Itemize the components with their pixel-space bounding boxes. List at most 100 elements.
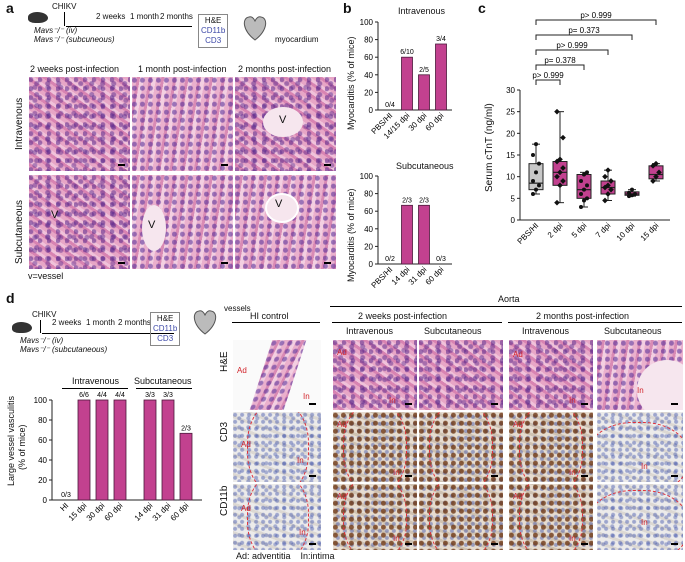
y-tick-label: 20: [506, 129, 515, 138]
vessel-footnote: v=vessel: [28, 271, 64, 281]
data-point: [531, 179, 535, 183]
adventitia-label: Ad: [337, 348, 347, 357]
scale-bar: [324, 262, 331, 264]
y-tick-label: 80: [38, 416, 47, 425]
bar: [418, 204, 430, 265]
adventitia-label: Ad: [513, 420, 523, 429]
group-sc-label: Subcutaneous: [134, 376, 192, 386]
x-tick-label: 15 dpi: [67, 501, 89, 523]
comparison-bracket: [535, 64, 585, 70]
y-tick-label: 0: [369, 260, 374, 269]
data-point: [602, 173, 608, 180]
panel-a-label: a: [6, 0, 14, 16]
y-tick-label: 60: [38, 436, 47, 445]
micrograph-sc-1month: V: [131, 174, 234, 270]
group-iv-label: Intravenous: [72, 376, 120, 386]
chart-b1-ylabel: Myocarditis (% of mice): [346, 36, 356, 130]
group-iv-line: [62, 388, 128, 389]
y-tick-label: 40: [364, 225, 373, 234]
y-tick-label: 40: [364, 71, 373, 80]
vessel-lumen: [265, 193, 299, 223]
col-group-2months: 2 months post-infection: [536, 311, 630, 321]
data-point: [560, 165, 566, 171]
micrograph-sc-2weeks: V: [28, 174, 131, 270]
data-point: [605, 182, 611, 189]
x-tick-label: 10 dpi: [615, 221, 637, 243]
data-point: [582, 187, 586, 192]
data-point: [557, 156, 563, 163]
intima-label: In: [569, 534, 576, 543]
data-point: [630, 193, 634, 198]
bar: [143, 399, 157, 501]
stains-box: H&E CD11b CD3: [198, 14, 229, 48]
bar: [179, 432, 193, 501]
scale-bar: [118, 164, 125, 166]
data-point: [633, 192, 637, 196]
timeline-line: [42, 333, 174, 334]
aorta-cd11b-sc-2months: In: [596, 483, 684, 551]
y-tick-label: 60: [364, 53, 373, 62]
boundary-line: [247, 412, 309, 482]
boundary-line: [519, 484, 583, 550]
y-tick-label: 0: [369, 106, 374, 115]
bar: [401, 204, 413, 265]
bar-count-label: 0/3: [436, 256, 446, 263]
boundary-line: [519, 412, 583, 482]
x-tick-label: 60 dpi: [424, 111, 446, 133]
y-tick-label: 80: [364, 36, 373, 45]
y-tick-label: 5: [511, 194, 516, 203]
data-point: [630, 187, 634, 192]
heart-icon: [243, 16, 267, 41]
scale-bar: [491, 475, 498, 477]
bar-count-label: 3/3: [145, 392, 155, 399]
data-point: [554, 199, 560, 206]
data-point: [534, 170, 538, 175]
data-point: [537, 161, 541, 166]
bar-count-label: 4/4: [115, 392, 125, 399]
data-point: [560, 178, 566, 184]
x-tick-label: 7 dpi: [594, 221, 613, 240]
scale-bar: [671, 475, 678, 477]
timeline-1month: 1 month: [130, 12, 159, 21]
col-group-2weeks: 2 weeks post-infection: [358, 311, 448, 321]
vessel-mark: V: [51, 209, 59, 221]
data-point: [627, 194, 631, 199]
comparison-bracket: [535, 49, 609, 55]
x-tick-label: 60 dpi: [424, 265, 446, 287]
x-tick-label: 31 dpi: [407, 265, 429, 287]
intima-label: In: [569, 396, 576, 405]
data-point: [608, 186, 614, 193]
vessel-lumen: [263, 107, 303, 137]
x-tick-label: 31 dpi: [151, 501, 173, 523]
bar: [161, 399, 175, 501]
aorta-cd3-sc-2weeks: [418, 411, 504, 483]
aorta-cd3-sc-2months: In: [596, 411, 684, 483]
chart-b2-ylabel: Myocarditis (% of mice): [346, 188, 356, 282]
x-tick-label: 14 dpi: [133, 501, 155, 523]
data-point: [531, 153, 535, 157]
y-tick-label: 100: [360, 172, 374, 181]
bar: [435, 43, 447, 111]
x-tick-label: 60 dpi: [169, 501, 191, 523]
y-tick-label: 25: [506, 108, 515, 117]
aorta-he-sc-2weeks: [418, 339, 504, 411]
intima-label: In: [393, 468, 400, 477]
col-header-2months: 2 months post-infection: [238, 64, 332, 74]
scale-bar: [405, 475, 412, 477]
mouse-sc-label: Mavs⁻/⁻ (subcuneous): [34, 35, 115, 44]
y-tick-label: 80: [364, 190, 373, 199]
y-tick-label: 20: [364, 242, 373, 251]
row-header-intravenous: Intravenous: [14, 97, 25, 150]
bar-count-label: 6/6: [79, 392, 89, 399]
y-tick-label: 0: [43, 496, 48, 505]
timeline-1month: 1 month: [86, 318, 115, 327]
data-point: [602, 197, 608, 204]
adventitia-label: Ad: [241, 504, 251, 513]
subcol-iv-2months: Intravenous: [522, 326, 570, 336]
comparison-bracket: [535, 34, 633, 40]
row-header-he: H&E: [219, 351, 230, 372]
lumen-area: [637, 360, 683, 410]
y-tick-label: 100: [34, 396, 48, 405]
row-header-cd3: CD3: [219, 421, 230, 442]
